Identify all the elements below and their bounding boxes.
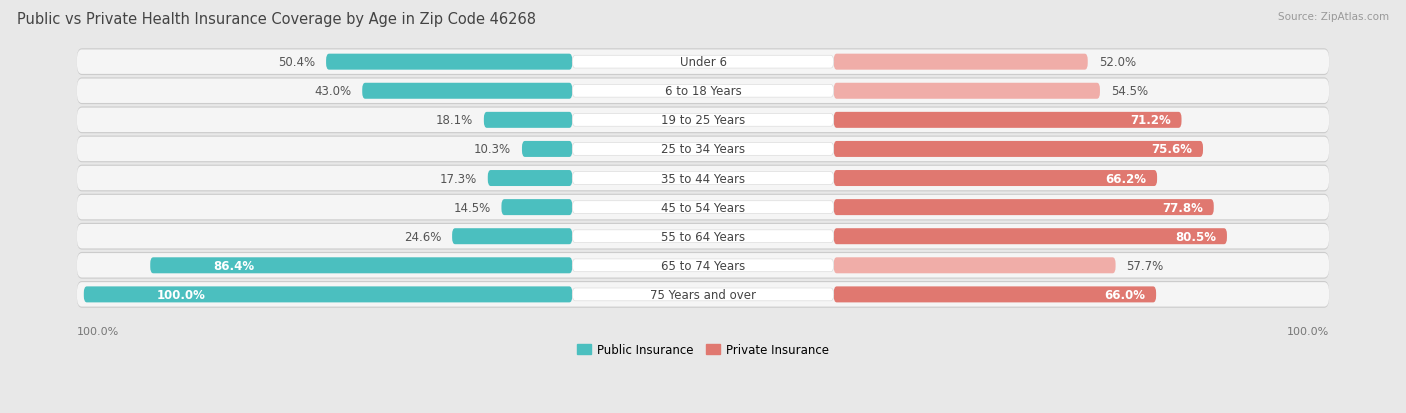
FancyBboxPatch shape bbox=[326, 55, 572, 71]
Text: 14.5%: 14.5% bbox=[453, 201, 491, 214]
FancyBboxPatch shape bbox=[77, 107, 1329, 134]
FancyBboxPatch shape bbox=[572, 56, 834, 69]
Text: 77.8%: 77.8% bbox=[1161, 201, 1202, 214]
FancyBboxPatch shape bbox=[484, 113, 572, 128]
FancyBboxPatch shape bbox=[453, 229, 572, 244]
Text: 25 to 34 Years: 25 to 34 Years bbox=[661, 143, 745, 156]
FancyBboxPatch shape bbox=[77, 79, 1329, 104]
FancyBboxPatch shape bbox=[77, 281, 1329, 308]
Text: 6 to 18 Years: 6 to 18 Years bbox=[665, 85, 741, 98]
Text: 80.5%: 80.5% bbox=[1175, 230, 1216, 243]
Text: 57.7%: 57.7% bbox=[1126, 259, 1164, 272]
FancyBboxPatch shape bbox=[84, 287, 572, 303]
Text: 45 to 54 Years: 45 to 54 Years bbox=[661, 201, 745, 214]
FancyBboxPatch shape bbox=[77, 195, 1329, 220]
FancyBboxPatch shape bbox=[77, 138, 1329, 162]
FancyBboxPatch shape bbox=[834, 55, 1088, 71]
Legend: Public Insurance, Private Insurance: Public Insurance, Private Insurance bbox=[572, 338, 834, 361]
Text: 52.0%: 52.0% bbox=[1098, 56, 1136, 69]
Text: 19 to 25 Years: 19 to 25 Years bbox=[661, 114, 745, 127]
FancyBboxPatch shape bbox=[77, 50, 1329, 75]
FancyBboxPatch shape bbox=[150, 258, 572, 274]
FancyBboxPatch shape bbox=[77, 78, 1329, 105]
FancyBboxPatch shape bbox=[77, 282, 1329, 307]
FancyBboxPatch shape bbox=[502, 199, 572, 216]
Text: 75.6%: 75.6% bbox=[1152, 143, 1192, 156]
FancyBboxPatch shape bbox=[363, 83, 572, 100]
FancyBboxPatch shape bbox=[572, 230, 834, 243]
Text: 66.2%: 66.2% bbox=[1105, 172, 1146, 185]
FancyBboxPatch shape bbox=[572, 288, 834, 301]
Text: 10.3%: 10.3% bbox=[474, 143, 510, 156]
Text: 71.2%: 71.2% bbox=[1130, 114, 1171, 127]
Text: 100.0%: 100.0% bbox=[77, 327, 120, 337]
Text: 55 to 64 Years: 55 to 64 Years bbox=[661, 230, 745, 243]
FancyBboxPatch shape bbox=[834, 113, 1181, 128]
FancyBboxPatch shape bbox=[834, 142, 1204, 157]
FancyBboxPatch shape bbox=[572, 172, 834, 185]
FancyBboxPatch shape bbox=[834, 171, 1157, 187]
Text: 43.0%: 43.0% bbox=[314, 85, 352, 98]
FancyBboxPatch shape bbox=[77, 223, 1329, 250]
FancyBboxPatch shape bbox=[77, 165, 1329, 192]
FancyBboxPatch shape bbox=[77, 49, 1329, 76]
FancyBboxPatch shape bbox=[572, 85, 834, 98]
Text: Public vs Private Health Insurance Coverage by Age in Zip Code 46268: Public vs Private Health Insurance Cover… bbox=[17, 12, 536, 27]
Text: 86.4%: 86.4% bbox=[214, 259, 254, 272]
Text: 66.0%: 66.0% bbox=[1104, 288, 1144, 301]
FancyBboxPatch shape bbox=[77, 254, 1329, 278]
FancyBboxPatch shape bbox=[77, 166, 1329, 191]
Text: 18.1%: 18.1% bbox=[436, 114, 472, 127]
Text: Source: ZipAtlas.com: Source: ZipAtlas.com bbox=[1278, 12, 1389, 22]
FancyBboxPatch shape bbox=[77, 252, 1329, 279]
FancyBboxPatch shape bbox=[834, 83, 1099, 100]
Text: 65 to 74 Years: 65 to 74 Years bbox=[661, 259, 745, 272]
FancyBboxPatch shape bbox=[834, 258, 1115, 274]
FancyBboxPatch shape bbox=[488, 171, 572, 187]
Text: 100.0%: 100.0% bbox=[157, 288, 205, 301]
FancyBboxPatch shape bbox=[572, 143, 834, 156]
FancyBboxPatch shape bbox=[77, 224, 1329, 249]
FancyBboxPatch shape bbox=[77, 194, 1329, 221]
FancyBboxPatch shape bbox=[572, 259, 834, 272]
FancyBboxPatch shape bbox=[572, 201, 834, 214]
FancyBboxPatch shape bbox=[834, 287, 1156, 303]
Text: 75 Years and over: 75 Years and over bbox=[650, 288, 756, 301]
FancyBboxPatch shape bbox=[77, 108, 1329, 133]
Text: 54.5%: 54.5% bbox=[1111, 85, 1149, 98]
Text: 100.0%: 100.0% bbox=[1286, 327, 1329, 337]
Text: 50.4%: 50.4% bbox=[278, 56, 315, 69]
FancyBboxPatch shape bbox=[834, 199, 1213, 216]
FancyBboxPatch shape bbox=[834, 229, 1227, 244]
Text: 35 to 44 Years: 35 to 44 Years bbox=[661, 172, 745, 185]
Text: Under 6: Under 6 bbox=[679, 56, 727, 69]
Text: 24.6%: 24.6% bbox=[404, 230, 441, 243]
FancyBboxPatch shape bbox=[572, 114, 834, 127]
FancyBboxPatch shape bbox=[522, 142, 572, 157]
FancyBboxPatch shape bbox=[77, 136, 1329, 163]
Text: 17.3%: 17.3% bbox=[440, 172, 477, 185]
